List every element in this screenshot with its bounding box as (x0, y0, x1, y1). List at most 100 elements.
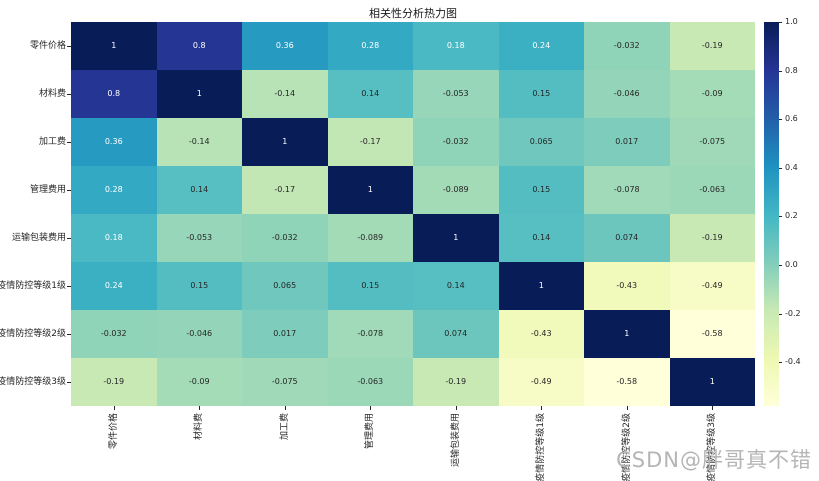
heatmap-cell: 0.017 (584, 118, 670, 166)
heatmap-cell: 1 (242, 118, 328, 166)
heatmap-cell: 0.074 (584, 214, 670, 262)
heatmap-cell: 0.14 (413, 262, 499, 310)
colorbar-tick-mark (779, 70, 782, 72)
heatmap-cell: 0.15 (498, 70, 584, 118)
y-tick-mark (67, 94, 71, 95)
heatmap-cell: 0.15 (498, 166, 584, 214)
y-axis-label: 疫情防控等级1级 (0, 281, 66, 291)
heatmap-cell: -0.49 (498, 358, 584, 406)
heatmap-cell: -0.032 (413, 118, 499, 166)
heatmap-cell: 0.28 (327, 22, 413, 70)
heatmap-cell: -0.063 (327, 358, 413, 406)
heatmap-cell: 0.15 (327, 262, 413, 310)
y-axis-label: 管理费用 (29, 185, 66, 195)
colorbar-tick-mark (779, 167, 782, 169)
colorbar-tick-label: 0.4 (785, 162, 798, 172)
y-axis-label: 疫情防控等级2级 (0, 329, 66, 339)
colorbar-tick-label: 1.0 (785, 17, 798, 26)
colorbar-tick-mark (779, 119, 782, 121)
heatmap-cell: -0.19 (71, 358, 157, 406)
heatmap-cell: -0.43 (584, 262, 670, 310)
colorbar-tick-label: 0.8 (785, 65, 798, 75)
heatmap-cell: 1 (156, 70, 242, 118)
heatmap-cell: 0.8 (156, 22, 242, 70)
heatmap-cell: -0.078 (584, 166, 670, 214)
x-tick-mark (712, 406, 714, 410)
x-tick-mark (199, 406, 201, 410)
heatmap-cell: -0.43 (498, 310, 584, 358)
heatmap-cell: 0.18 (413, 22, 499, 70)
y-tick-mark (67, 46, 71, 47)
heatmap-cell: -0.075 (242, 358, 328, 406)
heatmap-cell: 1 (584, 310, 670, 358)
x-tick-mark (626, 406, 628, 410)
heatmap-cell: 0.24 (498, 22, 584, 70)
y-axis-label: 零件价格 (29, 41, 66, 51)
colorbar-tick-mark (779, 313, 782, 315)
watermark: CSDN@胖哥真不错 (616, 448, 812, 472)
x-tick-mark (455, 406, 457, 410)
y-tick-mark (67, 334, 71, 335)
y-tick-mark (67, 382, 71, 383)
y-axis-label: 运输包装费用 (11, 233, 66, 243)
heatmap-cell: -0.053 (156, 214, 242, 262)
heatmap-cell: 0.36 (71, 118, 157, 166)
heatmap-cell: -0.09 (156, 358, 242, 406)
heatmap-cell: -0.09 (669, 70, 755, 118)
heatmap-cell: 0.8 (71, 70, 157, 118)
heatmap-cell: -0.14 (242, 70, 328, 118)
heatmap-cell: -0.032 (242, 214, 328, 262)
y-axis-label: 疫情防控等级3级 (0, 377, 66, 387)
heatmap-cell: -0.19 (669, 214, 755, 262)
heatmap-cell: -0.17 (242, 166, 328, 214)
heatmap-cell: 0.074 (413, 310, 499, 358)
heatmap-grid: 1 0.8 0.36 0.28 0.18 0.24 -0.032 -0.19 0.8 1 -0.14… (71, 22, 755, 406)
heatmap-cell: -0.17 (327, 118, 413, 166)
heatmap-cell: 1 (413, 214, 499, 262)
heatmap-cell: -0.58 (584, 358, 670, 406)
heatmap-cell: -0.046 (584, 70, 670, 118)
heatmap-cell: -0.19 (669, 22, 755, 70)
colorbar-tick-label: 0.6 (785, 114, 798, 124)
colorbar-tick-label: 0.2 (785, 211, 798, 221)
colorbar-tick-label: 0.0 (785, 260, 798, 270)
y-axis-label: 材料费 (38, 89, 66, 99)
heatmap-cell: 1 (71, 22, 157, 70)
heatmap-cell: 0.36 (242, 22, 328, 70)
heatmap-cell: -0.089 (327, 214, 413, 262)
heatmap-cell: 0.065 (242, 262, 328, 310)
heatmap-cell: -0.075 (669, 118, 755, 166)
x-tick-mark (370, 406, 372, 410)
heatmap-cell: 0.14 (327, 70, 413, 118)
y-tick-mark (67, 190, 71, 191)
heatmap-cell: 0.14 (156, 166, 242, 214)
y-tick-mark (67, 238, 71, 239)
colorbar-tick-mark (779, 362, 782, 364)
heatmap-cell: -0.49 (669, 262, 755, 310)
heatmap-cell: -0.046 (156, 310, 242, 358)
heatmap-cell: 0.14 (498, 214, 584, 262)
heatmap-cell: -0.053 (413, 70, 499, 118)
colorbar-tick-label: -0.2 (785, 308, 801, 318)
heatmap-cell: -0.58 (669, 310, 755, 358)
heatmap-cell: 0.065 (498, 118, 584, 166)
heatmap-cell: -0.078 (327, 310, 413, 358)
heatmap-cell: 0.017 (242, 310, 328, 358)
heatmap-cell: 0.28 (71, 166, 157, 214)
colorbar-tick-mark (779, 22, 782, 23)
colorbar-tick-mark (779, 216, 782, 218)
heatmap-cell: 1 (327, 166, 413, 214)
heatmap-cell: -0.089 (413, 166, 499, 214)
x-tick-mark (113, 406, 115, 410)
y-tick-mark (67, 286, 71, 287)
x-tick-mark (541, 406, 543, 410)
chart-title: 相关性分析热力图 (369, 7, 457, 20)
y-axis-label: 加工费 (38, 137, 66, 147)
heatmap-cell: -0.19 (413, 358, 499, 406)
heatmap-cell: 0.15 (156, 262, 242, 310)
colorbar-tick-label: -0.4 (785, 357, 801, 367)
x-tick-mark (284, 406, 286, 410)
heatmap-cell: -0.14 (156, 118, 242, 166)
y-tick-mark (67, 142, 71, 143)
